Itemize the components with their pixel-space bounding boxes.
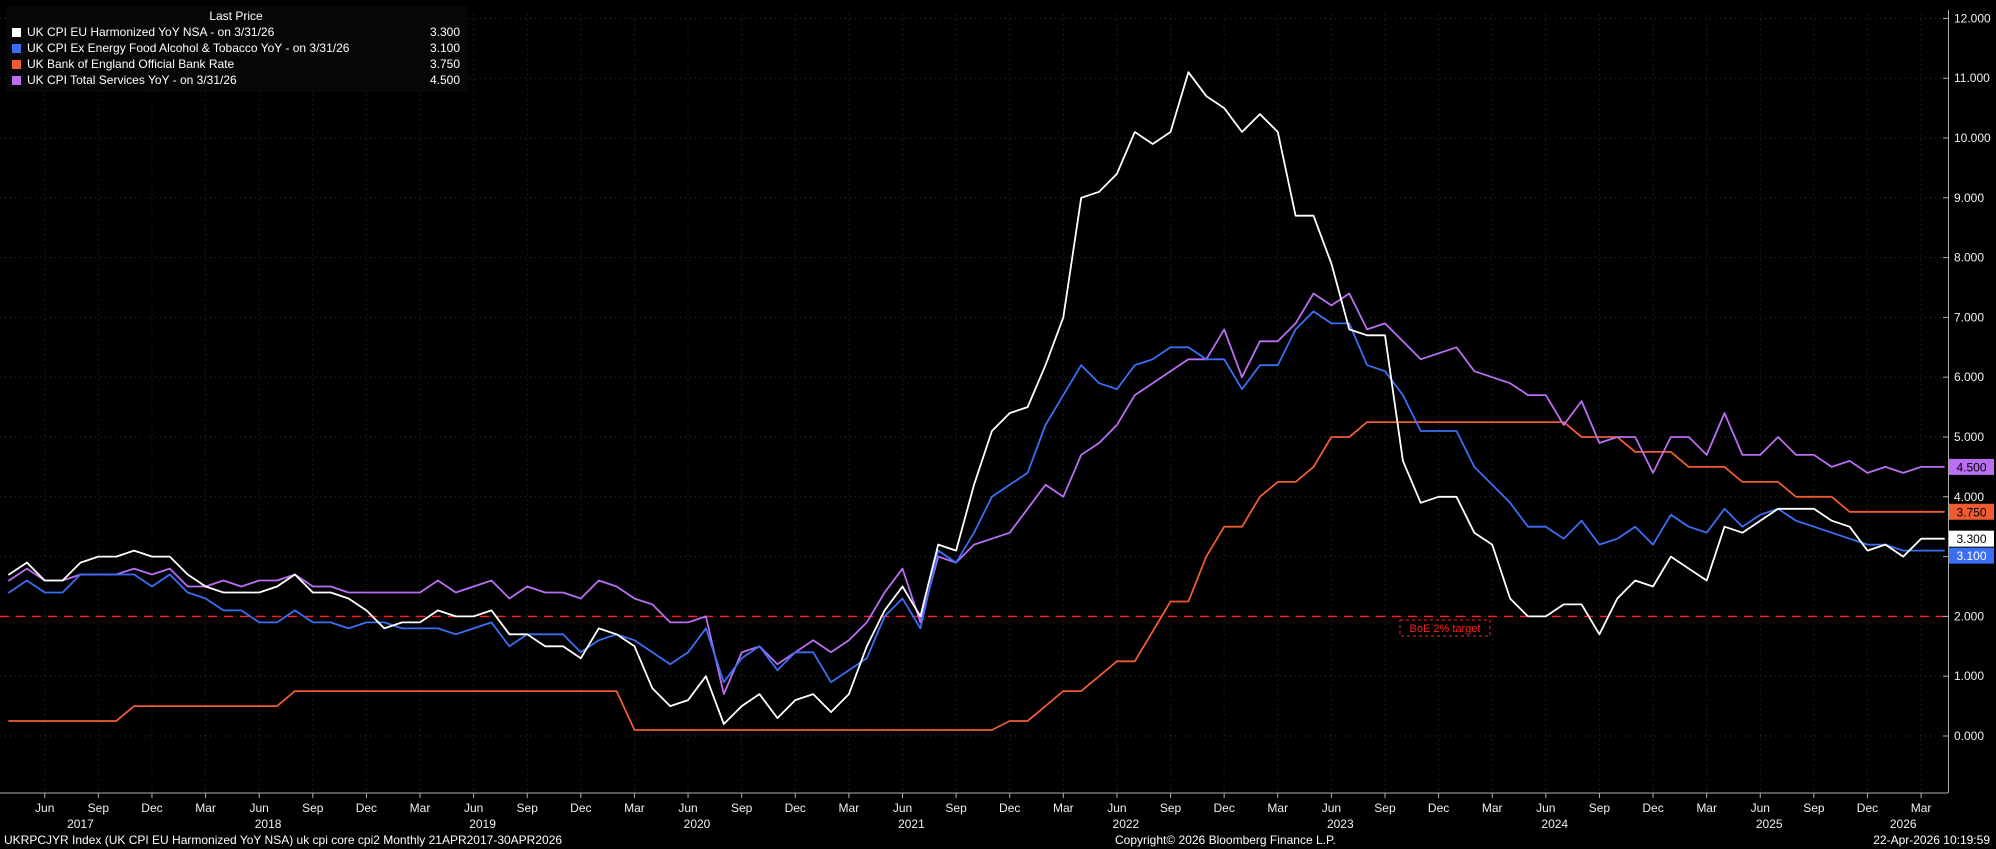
series-label: UK CPI Total Services YoY - on 3/31/26 bbox=[27, 73, 237, 87]
svg-text:3.100: 3.100 bbox=[1956, 549, 1986, 563]
legend-item-bank-rate[interactable]: UK Bank of England Official Bank Rate 3.… bbox=[12, 56, 460, 72]
series-label: UK CPI EU Harmonized YoY NSA - on 3/31/2… bbox=[27, 25, 275, 39]
svg-text:4.500: 4.500 bbox=[1956, 460, 1986, 474]
x-axis-year-label: 2023 bbox=[1327, 817, 1354, 831]
x-axis-month-label: Dec bbox=[1428, 801, 1449, 815]
x-axis-month-label: Jun bbox=[1536, 801, 1555, 815]
x-axis-year-label: 2024 bbox=[1541, 817, 1568, 831]
legend-header: Last Price bbox=[209, 9, 263, 23]
x-axis-year-label: 2017 bbox=[67, 817, 94, 831]
x-axis-month-label: Mar bbox=[195, 801, 216, 815]
x-axis-year-label: 2022 bbox=[1113, 817, 1140, 831]
x-axis-month-label: Mar bbox=[1696, 801, 1717, 815]
x-axis-month-label: Mar bbox=[1053, 801, 1074, 815]
series-line-3 bbox=[8, 292, 1945, 695]
x-axis-month-label: Dec bbox=[1213, 801, 1234, 815]
boe-target-label: BoE 2% target bbox=[1410, 623, 1481, 635]
series-last-price: 3.750 bbox=[429, 57, 460, 71]
x-axis-month-label: Mar bbox=[1267, 801, 1288, 815]
copyright-text: Copyright© 2026 Bloomberg Finance L.P. bbox=[1115, 833, 1336, 847]
series-last-price: 3.100 bbox=[429, 41, 460, 55]
last-price-badge: 3.750 bbox=[1949, 503, 1994, 520]
x-axis-month-label: Sep bbox=[88, 801, 110, 815]
x-axis-month-label: Mar bbox=[1911, 801, 1932, 815]
x-axis-month-label: Dec bbox=[1857, 801, 1878, 815]
timestamp: 22-Apr-2026 10:19:59 bbox=[1873, 833, 1990, 847]
y-axis-label: 7.000 bbox=[1954, 310, 1984, 324]
ticker-description: UKRPCJYR Index (UK CPI EU Harmonized YoY… bbox=[4, 833, 563, 847]
y-axis-label: 8.000 bbox=[1954, 251, 1984, 265]
y-axis-label: 0.000 bbox=[1954, 729, 1984, 743]
x-axis-month-label: Sep bbox=[1374, 801, 1396, 815]
x-axis-month-label: Sep bbox=[1589, 801, 1611, 815]
x-axis-month-label: Jun bbox=[1107, 801, 1126, 815]
series-last-price: 3.300 bbox=[429, 25, 460, 39]
x-axis-month-label: Jun bbox=[464, 801, 483, 815]
legend: Last Price UK CPI EU Harmonized YoY NSA … bbox=[6, 6, 468, 92]
last-price-badge: 3.300 bbox=[1949, 530, 1994, 547]
x-axis-month-label: Sep bbox=[302, 801, 324, 815]
x-axis-month-label: Jun bbox=[678, 801, 697, 815]
y-axis-label: 10.000 bbox=[1954, 131, 1991, 145]
y-axis-label: 6.000 bbox=[1954, 370, 1984, 384]
series-swatch bbox=[12, 75, 21, 85]
last-price-badge: 3.100 bbox=[1949, 547, 1994, 564]
legend-item-services-cpi[interactable]: UK CPI Total Services YoY - on 3/31/26 4… bbox=[12, 72, 460, 88]
series-line-1 bbox=[8, 310, 1945, 684]
series-swatch bbox=[12, 59, 21, 69]
legend-item-core-cpi[interactable]: UK CPI Ex Energy Food Alcohol & Tobacco … bbox=[12, 40, 460, 56]
y-axis-label: 9.000 bbox=[1954, 191, 1984, 205]
series-swatch bbox=[12, 27, 21, 37]
status-bar: UKRPCJYR Index (UK CPI EU Harmonized YoY… bbox=[0, 832, 1996, 849]
boe-target-label-box bbox=[1399, 619, 1491, 637]
x-axis-month-label: Mar bbox=[624, 801, 645, 815]
x-axis-month-label: Sep bbox=[945, 801, 967, 815]
series-label: UK CPI Ex Energy Food Alcohol & Tobacco … bbox=[27, 41, 350, 55]
legend-item-cpi-harmonized[interactable]: UK CPI EU Harmonized YoY NSA - on 3/31/2… bbox=[12, 24, 460, 40]
boe-target-line: BoE 2% target bbox=[0, 615, 1948, 637]
x-axis-month-label: Dec bbox=[356, 801, 377, 815]
y-axis-label: 5.000 bbox=[1954, 430, 1984, 444]
x-axis-month-label: Sep bbox=[731, 801, 753, 815]
series-line-0 bbox=[8, 71, 1945, 725]
x-axis-month-label: Dec bbox=[570, 801, 591, 815]
x-axis-year-label: 2025 bbox=[1756, 817, 1783, 831]
y-axis-label: 1.000 bbox=[1954, 669, 1984, 683]
chart-canvas[interactable]: BoE 2% target0.0001.0002.0003.0004.0005.… bbox=[0, 0, 1996, 832]
x-axis-year-label: 2018 bbox=[255, 817, 282, 831]
x-axis-month-label: Dec bbox=[141, 801, 162, 815]
x-axis-month-label: Sep bbox=[1803, 801, 1825, 815]
y-axis-label: 2.000 bbox=[1954, 609, 1984, 623]
x-axis-month-label: Dec bbox=[1642, 801, 1663, 815]
x-axis-month-label: Jun bbox=[893, 801, 912, 815]
x-axis-month-label: Sep bbox=[517, 801, 539, 815]
y-axis-label: 4.000 bbox=[1954, 490, 1984, 504]
chart-background bbox=[0, 0, 1996, 832]
x-axis-month-label: Jun bbox=[250, 801, 269, 815]
x-axis-year-label: 2019 bbox=[469, 817, 496, 831]
x-axis-month-label: Jun bbox=[1322, 801, 1341, 815]
x-axis-month-label: Jun bbox=[35, 801, 54, 815]
series-last-price: 4.500 bbox=[429, 73, 460, 87]
x-axis-month-label: Dec bbox=[999, 801, 1020, 815]
series-swatch bbox=[12, 43, 21, 53]
x-axis-month-label: Mar bbox=[1482, 801, 1503, 815]
x-axis-month-label: Dec bbox=[785, 801, 806, 815]
series-label: UK Bank of England Official Bank Rate bbox=[27, 57, 235, 71]
last-price-badge: 4.500 bbox=[1949, 458, 1994, 475]
axes: 0.0001.0002.0003.0004.0005.0006.0007.000… bbox=[0, 10, 1991, 831]
x-axis-month-label: Mar bbox=[410, 801, 431, 815]
x-axis-year-label: 2026 bbox=[1890, 817, 1917, 831]
x-axis-month-label: Sep bbox=[1160, 801, 1182, 815]
x-axis-year-label: 2021 bbox=[898, 817, 925, 831]
x-axis-month-label: Jun bbox=[1751, 801, 1770, 815]
y-axis-label: 12.000 bbox=[1954, 11, 1991, 25]
x-axis-year-label: 2020 bbox=[684, 817, 711, 831]
x-axis-month-label: Mar bbox=[839, 801, 860, 815]
svg-text:3.300: 3.300 bbox=[1956, 532, 1986, 546]
svg-text:3.750: 3.750 bbox=[1956, 505, 1986, 519]
y-axis-label: 11.000 bbox=[1954, 71, 1990, 85]
